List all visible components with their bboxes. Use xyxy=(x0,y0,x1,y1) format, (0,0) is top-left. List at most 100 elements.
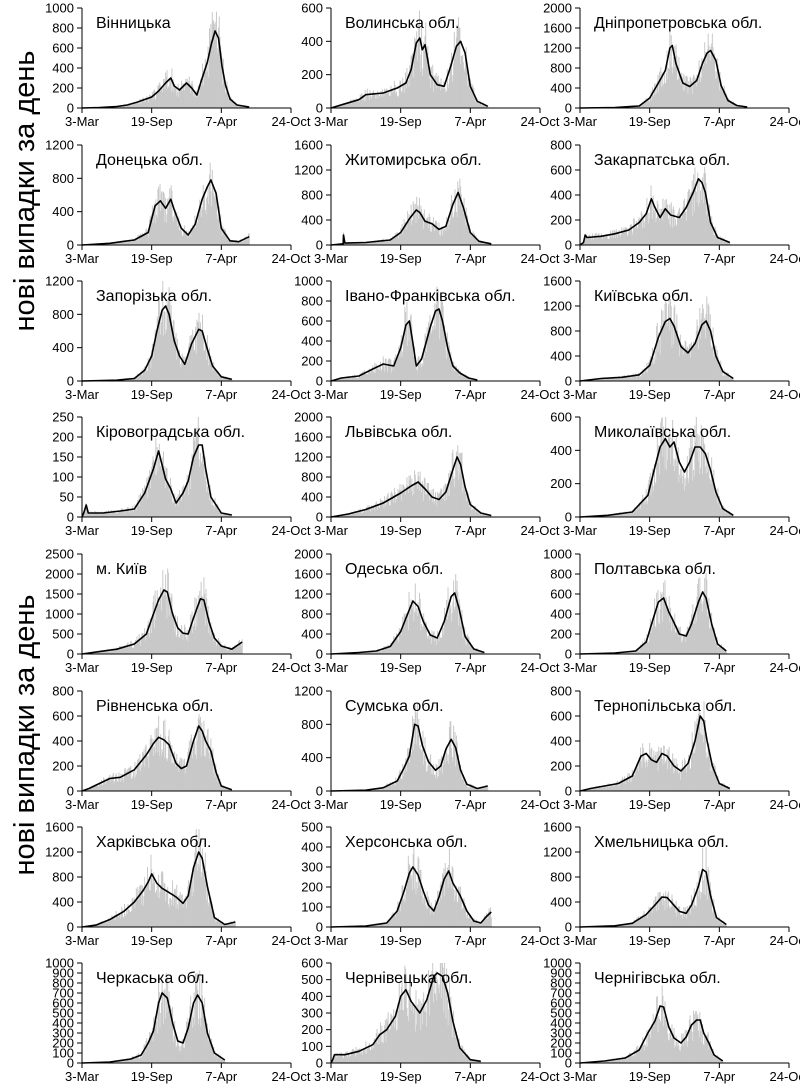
series-line xyxy=(579,715,731,792)
x-tick-label: 7-Apr xyxy=(205,523,237,538)
y-tick-label: 600 xyxy=(52,41,74,56)
y-tick-label: 0 xyxy=(316,374,323,389)
x-tick-label: 19-Sep xyxy=(380,660,422,675)
y-tick-label: 800 xyxy=(550,61,572,76)
y-tick-label: 1000 xyxy=(294,274,323,289)
y-tick-label: 150 xyxy=(52,450,74,465)
y-tick-label: 0 xyxy=(67,784,74,799)
y-tick-label: 800 xyxy=(301,294,323,309)
y-tick-label: 0 xyxy=(67,647,74,662)
y-axis-label-bottom: нові випадки за день xyxy=(9,594,41,875)
y-tick-label: 1200 xyxy=(45,274,74,289)
x-tick-label: 19-Sep xyxy=(380,797,422,812)
chart-panel: 0 400 800 1200 1600 2000 3-Mar 19-Sep 7-Apr 24-Oc… xyxy=(543,1,800,130)
x-tick-label: 3-Mar xyxy=(563,523,598,538)
y-tick-label: 1200 xyxy=(45,845,74,860)
x-tick-label: 3-Mar xyxy=(65,251,100,266)
chart-panel: 0 500 1000 1500 2000 2500 3-Mar 19-Sep 7-Apr 24-O… xyxy=(45,547,311,676)
y-tick-label: 600 xyxy=(301,1,323,16)
x-tick-label: 3-Mar xyxy=(65,933,100,948)
y-tick-label: 800 xyxy=(550,138,572,153)
y-tick-label: 400 xyxy=(301,34,323,49)
panel-title: Волинська обл. xyxy=(345,15,459,32)
x-tick-label: 7-Apr xyxy=(205,933,237,948)
y-tick-label: 0 xyxy=(316,647,323,662)
y-tick-label: 0 xyxy=(67,101,74,116)
y-tick-label: 600 xyxy=(550,709,572,724)
x-tick-label: 24-Oct xyxy=(520,251,559,266)
x-tick-label: 19-Sep xyxy=(380,523,422,538)
x-tick-label: 7-Apr xyxy=(205,387,237,402)
y-tick-label: 1500 xyxy=(45,587,74,602)
y-tick-label: 2000 xyxy=(543,1,572,16)
series-line xyxy=(330,308,478,382)
x-tick-label: 7-Apr xyxy=(454,523,486,538)
panel-title: Івано-Франківська обл. xyxy=(345,288,516,305)
x-tick-label: 3-Mar xyxy=(65,523,100,538)
y-tick-label: 400 xyxy=(550,349,572,364)
x-tick-label: 7-Apr xyxy=(205,660,237,675)
y-tick-label: 600 xyxy=(550,587,572,602)
series-line xyxy=(579,437,734,518)
x-tick-label: 24-Oct xyxy=(520,660,559,675)
series-line xyxy=(81,30,250,109)
y-tick-label: 400 xyxy=(52,61,74,76)
y-tick-label: 400 xyxy=(550,188,572,203)
y-tick-label: 800 xyxy=(52,171,74,186)
y-tick-label: 1200 xyxy=(543,299,572,314)
x-tick-label: 7-Apr xyxy=(703,797,735,812)
x-tick-label: 7-Apr xyxy=(205,797,237,812)
x-tick-label: 7-Apr xyxy=(454,660,486,675)
x-tick-label: 19-Sep xyxy=(380,933,422,948)
y-tick-label: 0 xyxy=(316,101,323,116)
y-tick-label: 50 xyxy=(60,490,74,505)
y-tick-label: 800 xyxy=(52,307,74,322)
y-tick-label: 1200 xyxy=(294,450,323,465)
y-tick-label: 400 xyxy=(301,627,323,642)
y-tick-label: 600 xyxy=(550,410,572,425)
x-tick-label: 24-Oct xyxy=(271,387,310,402)
panel-title: Харківська обл. xyxy=(96,834,212,851)
x-tick-label: 7-Apr xyxy=(703,251,735,266)
y-tick-label: 600 xyxy=(301,314,323,329)
x-tick-label: 7-Apr xyxy=(454,251,486,266)
panel-title: Закарпатська обл. xyxy=(594,152,730,169)
x-tick-label: 3-Mar xyxy=(563,797,598,812)
x-tick-label: 24-Oct xyxy=(271,933,310,948)
y-tick-label: 600 xyxy=(52,709,74,724)
series-line xyxy=(579,44,748,109)
x-tick-label: 24-Oct xyxy=(769,114,800,129)
x-tick-label: 3-Mar xyxy=(563,660,598,675)
series-line xyxy=(81,725,233,792)
chart-panel: 0400800120016003-Mar19-Sep7-Apr24-OctХме… xyxy=(543,820,800,949)
x-tick-label: 19-Sep xyxy=(629,523,671,538)
x-tick-label: 24-Oct xyxy=(520,114,559,129)
y-tick-label: 200 xyxy=(301,354,323,369)
x-tick-label: 24-Oct xyxy=(769,523,800,538)
panel-title: м. Київ xyxy=(96,561,147,578)
x-tick-label: 3-Mar xyxy=(314,523,349,538)
y-tick-label: 0 xyxy=(565,374,572,389)
y-tick-label: 800 xyxy=(52,684,74,699)
x-tick-label: 24-Oct xyxy=(271,114,310,129)
x-tick-label: 7-Apr xyxy=(703,660,735,675)
y-tick-label: 200 xyxy=(52,81,74,96)
x-tick-label: 7-Apr xyxy=(703,523,735,538)
chart-panel: 0 200 400 600 800 3-Mar 19-Sep 7-Apr 24-Oct Рівне… xyxy=(52,684,311,813)
x-tick-label: 19-Sep xyxy=(629,797,671,812)
x-tick-label: 19-Sep xyxy=(131,933,173,948)
x-tick-label: 24-Oct xyxy=(769,660,800,675)
series-line xyxy=(330,866,492,928)
y-tick-label: 400 xyxy=(550,607,572,622)
y-tick-label: 2000 xyxy=(294,547,323,562)
y-tick-label: 1200 xyxy=(294,587,323,602)
y-tick-label: 1200 xyxy=(45,138,74,153)
x-tick-label: 7-Apr xyxy=(454,933,486,948)
y-tick-label: 200 xyxy=(550,476,572,491)
x-tick-label: 24-Oct xyxy=(271,660,310,675)
series-line xyxy=(330,456,492,518)
series-line xyxy=(579,591,727,655)
x-tick-label: 24-Oct xyxy=(271,523,310,538)
y-tick-label: 200 xyxy=(52,430,74,445)
y-tick-label: 0 xyxy=(565,647,572,662)
